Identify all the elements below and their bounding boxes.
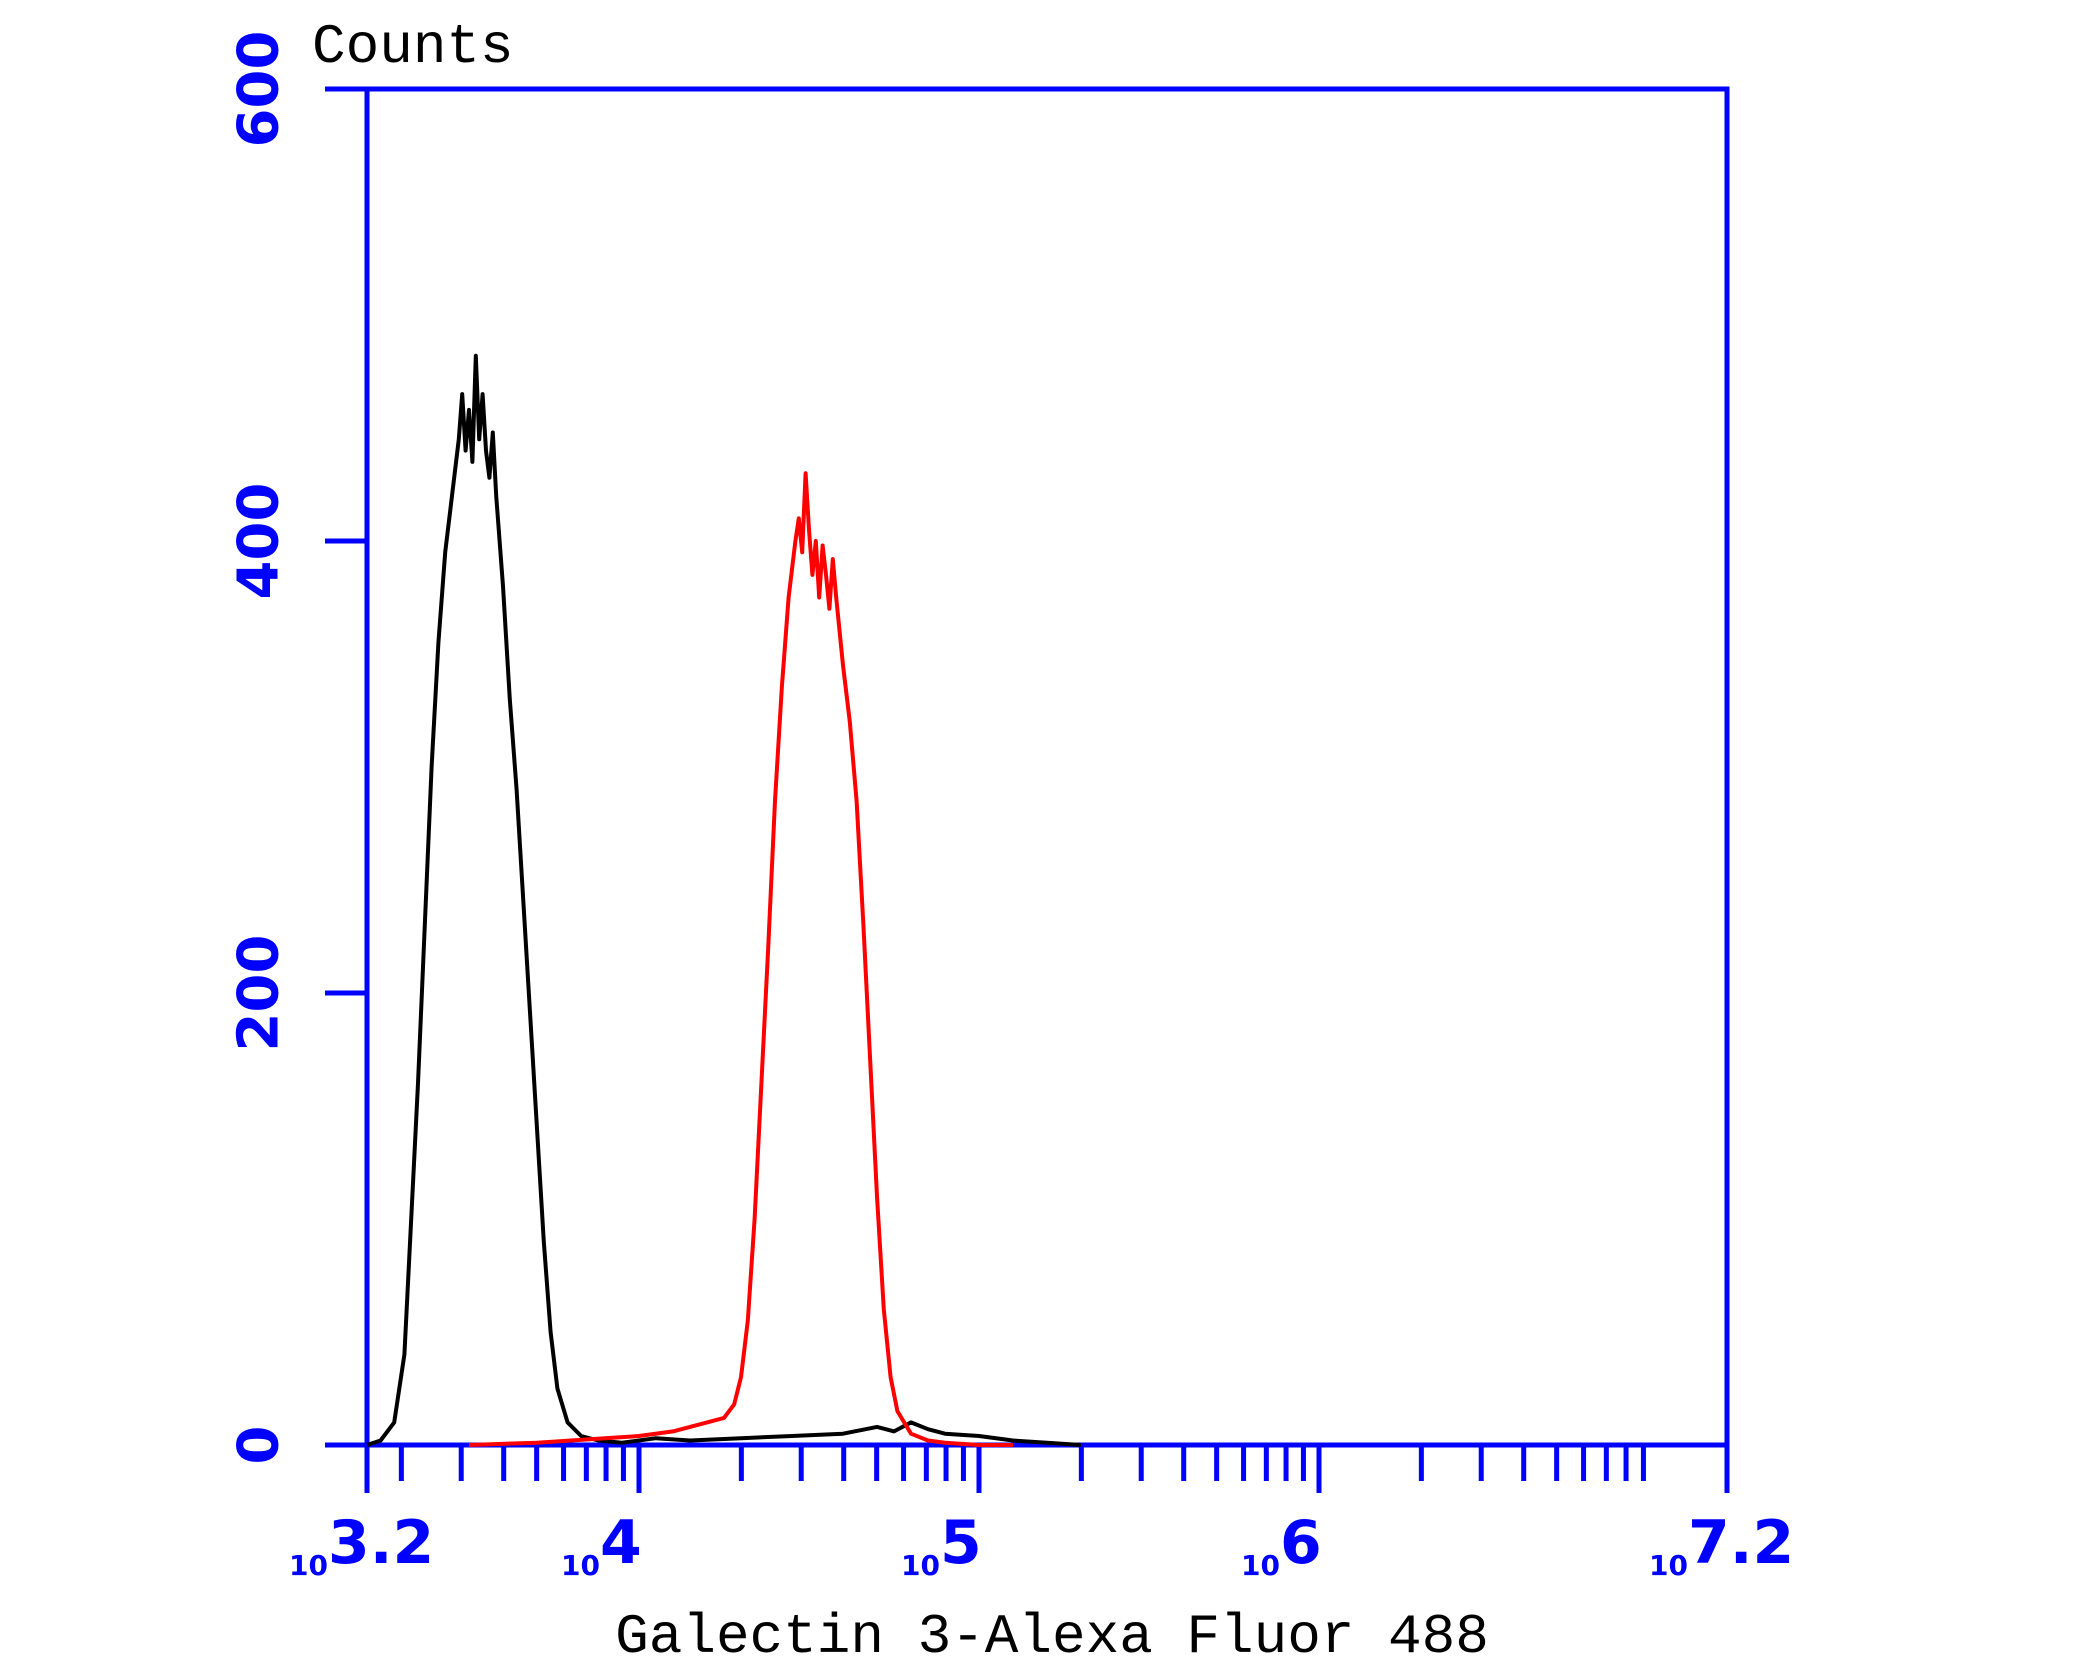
- x-tick-label-exponent: 3.2: [328, 1508, 434, 1578]
- x-tick-label-exponent: 7.2: [1688, 1508, 1794, 1578]
- x-tick-label: 105: [901, 1508, 982, 1582]
- x-tick-label-base: 10: [561, 1549, 600, 1582]
- x-tick-label-exponent: 4: [600, 1508, 642, 1578]
- y-axis-label: Counts: [312, 15, 514, 79]
- plot-area-frame: [364, 86, 1730, 1448]
- y-axis-tick-labels: 0 200 400 600: [227, 31, 292, 1465]
- x-tick-label-base: 10: [901, 1549, 940, 1582]
- y-tick-label: 600: [227, 31, 292, 148]
- x-tick-label: 104: [561, 1508, 642, 1582]
- x-tick-label-exponent: 5: [940, 1508, 982, 1578]
- x-tick-label-base: 10: [289, 1549, 328, 1582]
- y-tick-label: 400: [227, 483, 292, 600]
- series-lines: [366, 353, 1082, 1447]
- x-axis-ticks: [364, 1445, 1730, 1493]
- x-tick-label: 103.2: [289, 1508, 434, 1582]
- x-axis-label: Galectin 3-Alexa Fluor 488: [615, 1605, 1489, 1664]
- control-histogram-line: [366, 353, 1082, 1447]
- x-tick-label: 107.2: [1649, 1508, 1794, 1582]
- stained-histogram-line: [468, 471, 1013, 1447]
- y-tick-label: 0: [227, 1426, 292, 1465]
- x-tick-label: 106: [1241, 1508, 1322, 1582]
- x-tick-label-base: 10: [1649, 1549, 1688, 1582]
- y-tick-label: 200: [227, 935, 292, 1052]
- x-tick-label-base: 10: [1241, 1549, 1280, 1582]
- y-axis-ticks: [325, 86, 367, 1448]
- x-axis-tick-labels: 103.2 104 105 106 107.2: [289, 1508, 1794, 1582]
- x-tick-label-exponent: 6: [1280, 1508, 1322, 1578]
